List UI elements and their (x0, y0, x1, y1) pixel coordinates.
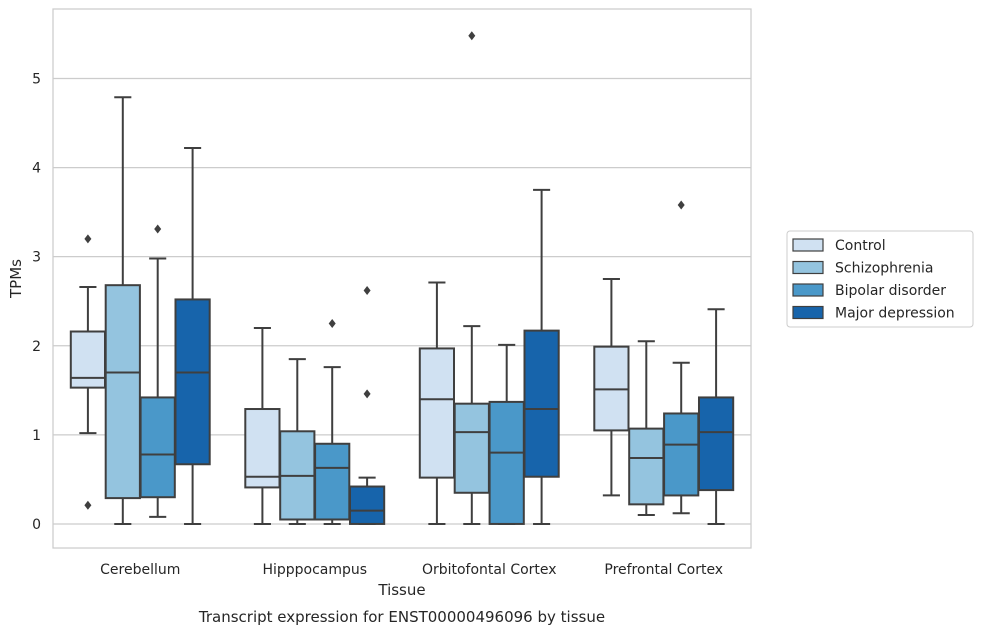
box-schizophrenia (453, 31, 490, 525)
legend-item: Major depression (792, 305, 955, 322)
box-control (69, 234, 107, 510)
outlier-point (468, 31, 476, 41)
iqr-box (139, 396, 176, 499)
iqr-box (628, 427, 665, 506)
iqr-box (488, 400, 525, 525)
x-tick-label: Cerebellum (100, 562, 180, 578)
legend-label: Major depression (835, 306, 955, 322)
legend-label: Control (835, 238, 886, 254)
legend-item: Bipolar disorder (792, 283, 946, 299)
y-tick-label: 1 (32, 428, 41, 444)
iqr-box (523, 329, 560, 478)
legend-frame (786, 230, 974, 328)
y-tick-label: 5 (32, 71, 41, 87)
iqr-box (697, 396, 735, 492)
y-tick-label: 3 (32, 250, 41, 266)
box-major-depression (523, 188, 560, 525)
iqr-box (453, 402, 490, 494)
legend: Control Schizophrenia Bipolar disorder Majo… (786, 230, 974, 328)
box-bipolar-disorder (139, 224, 176, 518)
legend-item: Schizophrenia (792, 260, 933, 277)
iqr-box (418, 347, 456, 479)
box-schizophrenia (279, 358, 316, 525)
legend-swatch (792, 238, 824, 252)
legend-swatch (792, 260, 824, 275)
x-axis-ticks: Cerebellum Hipppocampus Orbitofontal Corte… (100, 562, 723, 578)
iqr-box (348, 485, 386, 525)
outlier-point (328, 318, 336, 328)
x-tick-label: Orbitofontal Cortex (422, 562, 557, 578)
y-tick-label: 0 (32, 517, 41, 533)
outlier-point (84, 500, 92, 510)
legend-item: Control (792, 238, 886, 254)
box-schizophrenia (104, 96, 141, 525)
box-bipolar-disorder (488, 343, 525, 525)
x-tick-label: Hipppocampus (262, 562, 367, 578)
x-tick-label: Prefrontal Cortex (604, 562, 723, 578)
box-control (244, 326, 281, 525)
legend-label: Bipolar disorder (835, 283, 946, 299)
outlier-point (363, 286, 371, 296)
y-axis-ticks: 0 1 2 3 4 5 (32, 71, 41, 532)
outlier-point (363, 389, 371, 399)
box-major-depression (697, 308, 735, 525)
iqr-box (314, 442, 351, 521)
iqr-box (244, 408, 281, 489)
outlier-point (84, 234, 92, 244)
iqr-box (663, 412, 700, 497)
box-major-depression (348, 286, 386, 525)
chart-caption: Transcript expression for ENST0000049609… (198, 608, 605, 626)
legend-swatch (792, 305, 824, 320)
outlier-point (154, 224, 162, 234)
plot-frame (52, 8, 752, 549)
outlier-point (677, 200, 685, 210)
box-control (418, 281, 456, 525)
legend-swatch (792, 283, 824, 297)
box-control (593, 277, 630, 497)
box-schizophrenia (628, 340, 665, 517)
box-plot-area (69, 31, 735, 525)
iqr-box (174, 298, 211, 466)
y-tick-label: 4 (32, 161, 41, 177)
legend-label: Schizophrenia (835, 261, 933, 277)
box-major-depression (174, 146, 211, 525)
iqr-box (69, 330, 107, 389)
box-bipolar-disorder (314, 318, 351, 525)
iqr-box (104, 284, 141, 500)
box-bipolar-disorder (663, 200, 700, 515)
x-axis-label: Tissue (377, 581, 425, 599)
y-axis-label: TPMs (7, 259, 25, 299)
y-tick-label: 2 (32, 339, 41, 355)
